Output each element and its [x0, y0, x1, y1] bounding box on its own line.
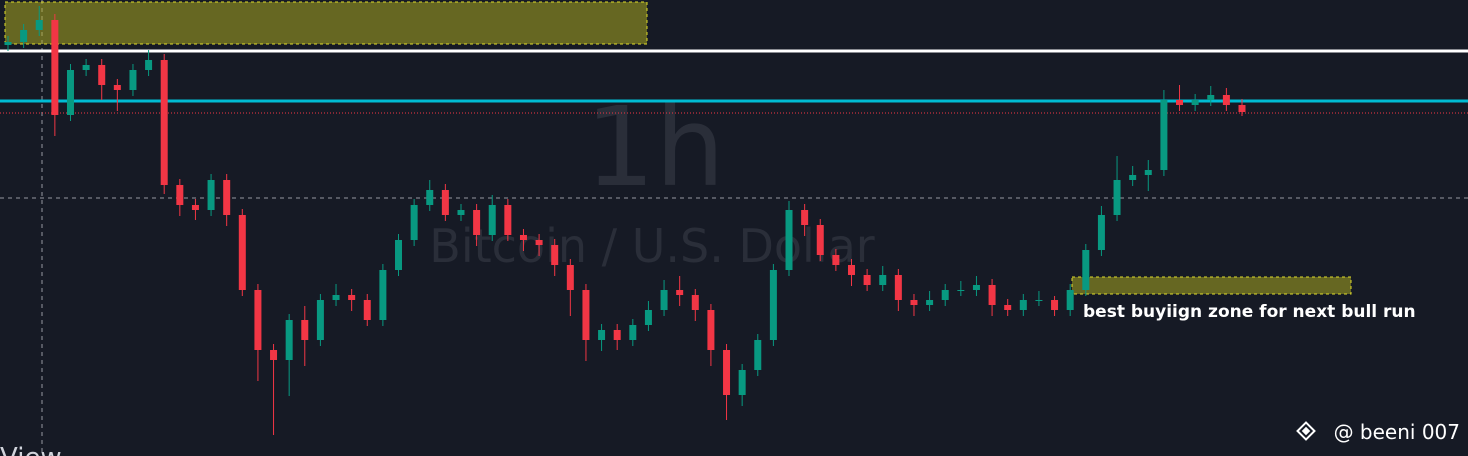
candle-body — [504, 205, 512, 235]
candle-body — [270, 350, 278, 360]
candle-body — [191, 205, 199, 210]
annotation: best buyiign zone for next bull run — [1083, 302, 1416, 322]
candle-body — [379, 270, 387, 320]
candle-body — [816, 225, 824, 255]
binance-logo — [1296, 421, 1316, 441]
levels — [0, 49, 1468, 199]
candle-body — [176, 185, 184, 205]
candle-body — [910, 300, 918, 305]
candle-body — [801, 210, 809, 225]
candle-body — [1082, 250, 1090, 290]
candle-body — [738, 370, 746, 395]
candle-body — [285, 320, 293, 360]
candle-body — [1222, 95, 1230, 105]
candle-body — [644, 310, 652, 325]
candle-body — [1129, 175, 1137, 180]
candle-body — [1191, 100, 1199, 105]
zone — [4, 1, 648, 45]
candle-body — [301, 320, 309, 340]
candle-body — [957, 290, 965, 291]
candle-body — [473, 210, 481, 235]
candle-body — [769, 270, 777, 340]
candle-body — [879, 275, 887, 285]
candle-body — [1113, 180, 1121, 215]
candle-body — [316, 300, 324, 340]
candle-body — [566, 265, 574, 290]
watermark-interval: 1h — [585, 83, 725, 211]
candle-body — [894, 275, 902, 300]
candles — [4, 6, 1246, 435]
candle-body — [488, 205, 496, 235]
candle-body — [457, 210, 465, 215]
candle-body — [707, 310, 715, 350]
candle-body — [426, 190, 434, 205]
candle-body — [1066, 290, 1074, 310]
candle-body — [35, 20, 43, 30]
candle-body — [598, 330, 606, 340]
candle-body — [676, 290, 684, 295]
candle-body — [129, 70, 137, 90]
watermark-symbol: Bitcoin / U.S. Dollar — [429, 219, 875, 273]
candle-body — [98, 65, 106, 85]
candle-body — [972, 285, 980, 290]
candle-body — [754, 340, 762, 370]
candle-body — [535, 240, 543, 245]
candle-body — [160, 60, 168, 185]
candle-body — [395, 240, 403, 270]
candle-body — [1035, 300, 1043, 301]
candle-body — [113, 85, 121, 90]
candle-body — [223, 180, 231, 215]
candle-body — [441, 190, 449, 215]
candle-body — [410, 205, 418, 240]
candle-body — [1144, 170, 1152, 175]
zones — [4, 1, 1352, 295]
candle-body — [847, 265, 855, 275]
candle-body — [363, 300, 371, 320]
candle-body — [832, 255, 840, 265]
candle-body — [1051, 300, 1059, 310]
candle-body — [941, 290, 949, 300]
candle-body — [660, 290, 668, 310]
candle-body — [863, 275, 871, 285]
candle-body — [348, 295, 356, 300]
candle-body — [1097, 215, 1105, 250]
candle-body — [4, 42, 12, 45]
candle-body — [613, 330, 621, 340]
candle-body — [988, 285, 996, 305]
candle-body — [66, 70, 74, 115]
candle-body — [238, 215, 246, 290]
candle-body — [145, 60, 153, 70]
candle-body — [207, 180, 215, 210]
candle-body — [1019, 300, 1027, 310]
candle-body — [723, 350, 731, 395]
candle-body — [1160, 100, 1168, 170]
zone — [1071, 276, 1352, 295]
author: @ beeni 007 — [1334, 420, 1460, 444]
candle-body — [582, 290, 590, 340]
candle-body — [629, 325, 637, 340]
candle-body — [332, 295, 340, 300]
candle-body — [82, 65, 90, 70]
candle-body — [691, 295, 699, 310]
candle-body — [785, 210, 793, 270]
candle-body — [20, 30, 28, 42]
candle-body — [1207, 95, 1215, 100]
candle-body — [926, 300, 934, 305]
candle-body — [551, 245, 559, 265]
corner-text: View — [0, 443, 62, 456]
candle-body — [254, 290, 262, 350]
candle-body — [1004, 305, 1012, 310]
candle-body — [519, 235, 527, 240]
candle-body — [1176, 100, 1184, 105]
candle-body — [51, 20, 59, 115]
candle-body — [1238, 105, 1246, 112]
